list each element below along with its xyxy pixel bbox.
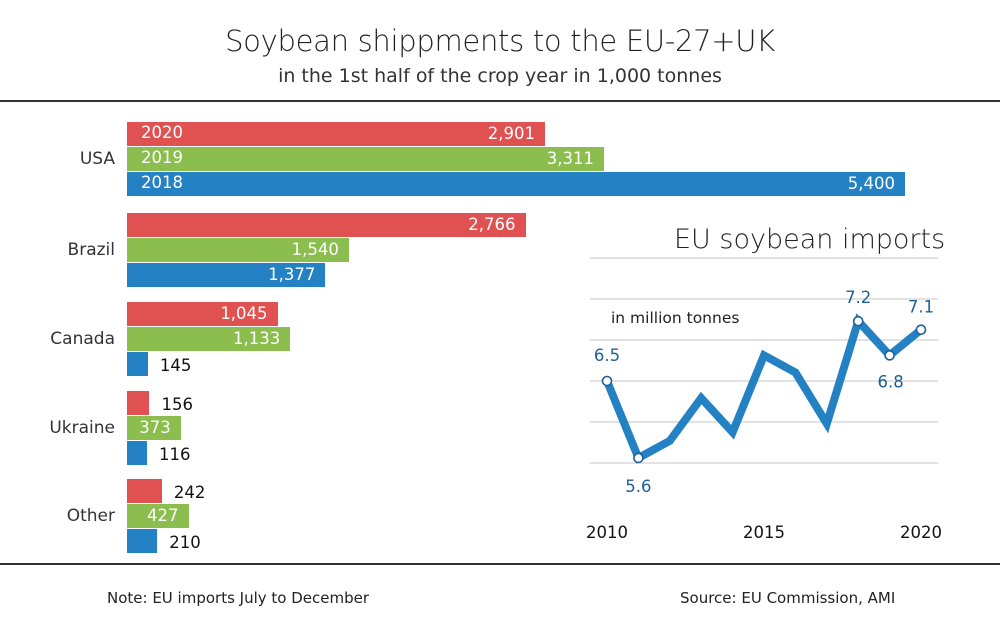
bar-brazil-2019 [127,238,349,262]
legend-year-2020: 2020 [141,123,183,142]
bottom-rule [0,563,1000,565]
bar-usa-2020 [127,122,545,146]
bar-value-label: 2,766 [468,215,516,234]
bar-value-label: 116 [159,445,191,464]
inset-unit-label: in million tonnes [611,309,739,327]
bar-value-label: 156 [161,395,193,414]
data-point-label-2011: 5.6 [625,477,651,496]
bar-value-label: 145 [159,356,192,375]
bar-value-label: 373 [139,418,171,437]
bar-usa-2019 [127,147,605,171]
category-label-canada: Canada [50,329,115,349]
bar-usa-2018 [127,172,905,196]
bar-value-label: 242 [173,483,206,502]
data-point-label-2010: 6.5 [594,346,620,365]
bar-value-label: 3,311 [546,149,595,168]
x-tick-label: 2020 [900,523,942,542]
bar-other-2019 [127,504,189,528]
data-point-marker-2011 [633,452,644,464]
data-point-label-2020: 7.1 [908,298,934,317]
bar-value-label: 1,540 [291,240,339,259]
legend-year-2019: 2019 [141,148,183,167]
chart-subtitle: in the 1st half of the crop year in 1,00… [278,65,722,87]
bar-value-label: 1,045 [220,304,268,323]
footer-note: Note: EU imports July to December [107,589,370,607]
chart-title: Soybean shippments to the EU-27+UK [225,24,775,58]
x-tick-label: 2015 [743,523,785,542]
inset-title: EU soybean imports [674,224,946,255]
bar-ukraine-2020 [127,391,150,415]
x-tick-label: 2010 [586,523,628,542]
imports-line [603,313,924,464]
bar-value-label: 5,400 [847,174,895,193]
bar-ukraine-2019 [127,416,181,440]
legend-year-2018: 2018 [141,173,183,192]
bar-value-label: 210 [169,533,201,552]
bar-brazil-2018 [127,263,326,287]
bar-brazil-2020 [127,213,526,237]
category-label-brazil: Brazil [67,240,115,260]
data-point-label-2019: 6.8 [877,372,903,391]
bar-value-label: 1,377 [268,265,316,284]
bar-canada-2019 [127,327,291,351]
footer-source: Source: EU Commission, AMI [680,589,896,607]
top-rule [0,100,1000,102]
data-point-label-2018: 7.2 [845,288,871,307]
category-label-ukraine: Ukraine [49,418,115,438]
data-point-marker-2018 [852,315,864,327]
bar-other-2020 [127,479,162,503]
bar-value-label: 427 [147,506,179,525]
bar-canada-2018 [127,352,148,376]
category-label-other: Other [66,506,115,526]
data-point-marker-2020 [915,324,927,336]
data-point-marker-2010 [601,375,613,387]
bar-value-label: 1,133 [233,329,281,348]
bar-canada-2020 [127,302,278,326]
data-point-marker-2019 [884,350,895,361]
bar-ukraine-2018 [127,441,147,465]
bar-other-2018 [127,529,158,553]
bar-value-label: 2,901 [487,124,535,143]
category-label-usa: USA [79,149,115,169]
